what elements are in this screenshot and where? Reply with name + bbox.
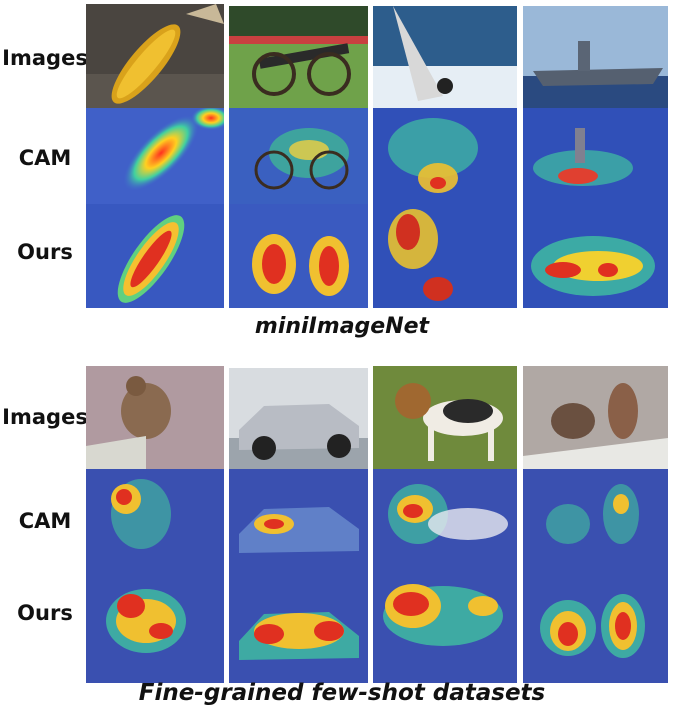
image-beagle-dog — [373, 366, 517, 469]
cam-finch — [86, 469, 224, 576]
image-corn-cob — [86, 4, 224, 108]
image-cannon — [229, 6, 368, 108]
row-label-images-2: Images — [2, 405, 88, 429]
ours-two-birds — [523, 576, 668, 683]
ours-cannon — [229, 204, 368, 308]
ours-aircraft-carrier — [523, 204, 668, 308]
caption-fine-grained: Fine-grained few-shot datasets — [138, 680, 546, 706]
cam-beagle-dog — [373, 469, 517, 576]
ours-corn-cob — [86, 204, 224, 308]
ours-sedan-car — [229, 576, 368, 683]
cam-two-birds — [523, 469, 668, 576]
cam-corn-cob — [86, 108, 224, 204]
image-finch — [86, 366, 224, 469]
cam-cannon — [229, 108, 368, 204]
ours-beagle-dog — [373, 576, 517, 683]
row-label-ours-1: Ours — [17, 240, 73, 264]
image-windsurfer — [373, 6, 517, 108]
row-label-ours-2: Ours — [17, 601, 73, 625]
cam-aircraft-carrier — [523, 108, 668, 204]
image-two-birds — [523, 366, 668, 469]
caption-miniimagenet: miniImageNet — [254, 314, 430, 339]
row-label-images-1: Images — [2, 46, 88, 70]
ours-windsurfer — [373, 204, 517, 308]
row-label-cam-1: CAM — [18, 146, 72, 170]
cam-windsurfer — [373, 108, 517, 204]
row-label-cam-2: CAM — [18, 509, 72, 533]
ours-finch — [86, 576, 224, 683]
cam-sedan-car — [229, 469, 368, 576]
image-aircraft-carrier — [523, 6, 668, 108]
image-sedan-car — [229, 368, 368, 469]
